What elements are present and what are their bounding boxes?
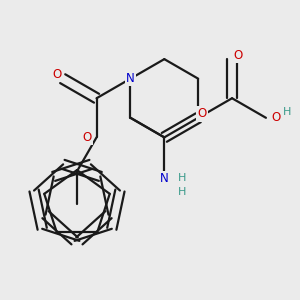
Text: H: H: [283, 107, 292, 117]
Text: O: O: [233, 49, 242, 62]
Text: N: N: [126, 72, 135, 85]
Text: N: N: [160, 172, 169, 185]
Text: H: H: [178, 173, 186, 183]
Text: O: O: [52, 68, 62, 81]
Text: O: O: [197, 107, 207, 120]
Text: H: H: [178, 187, 186, 197]
Text: O: O: [271, 111, 280, 124]
Text: O: O: [82, 131, 92, 144]
